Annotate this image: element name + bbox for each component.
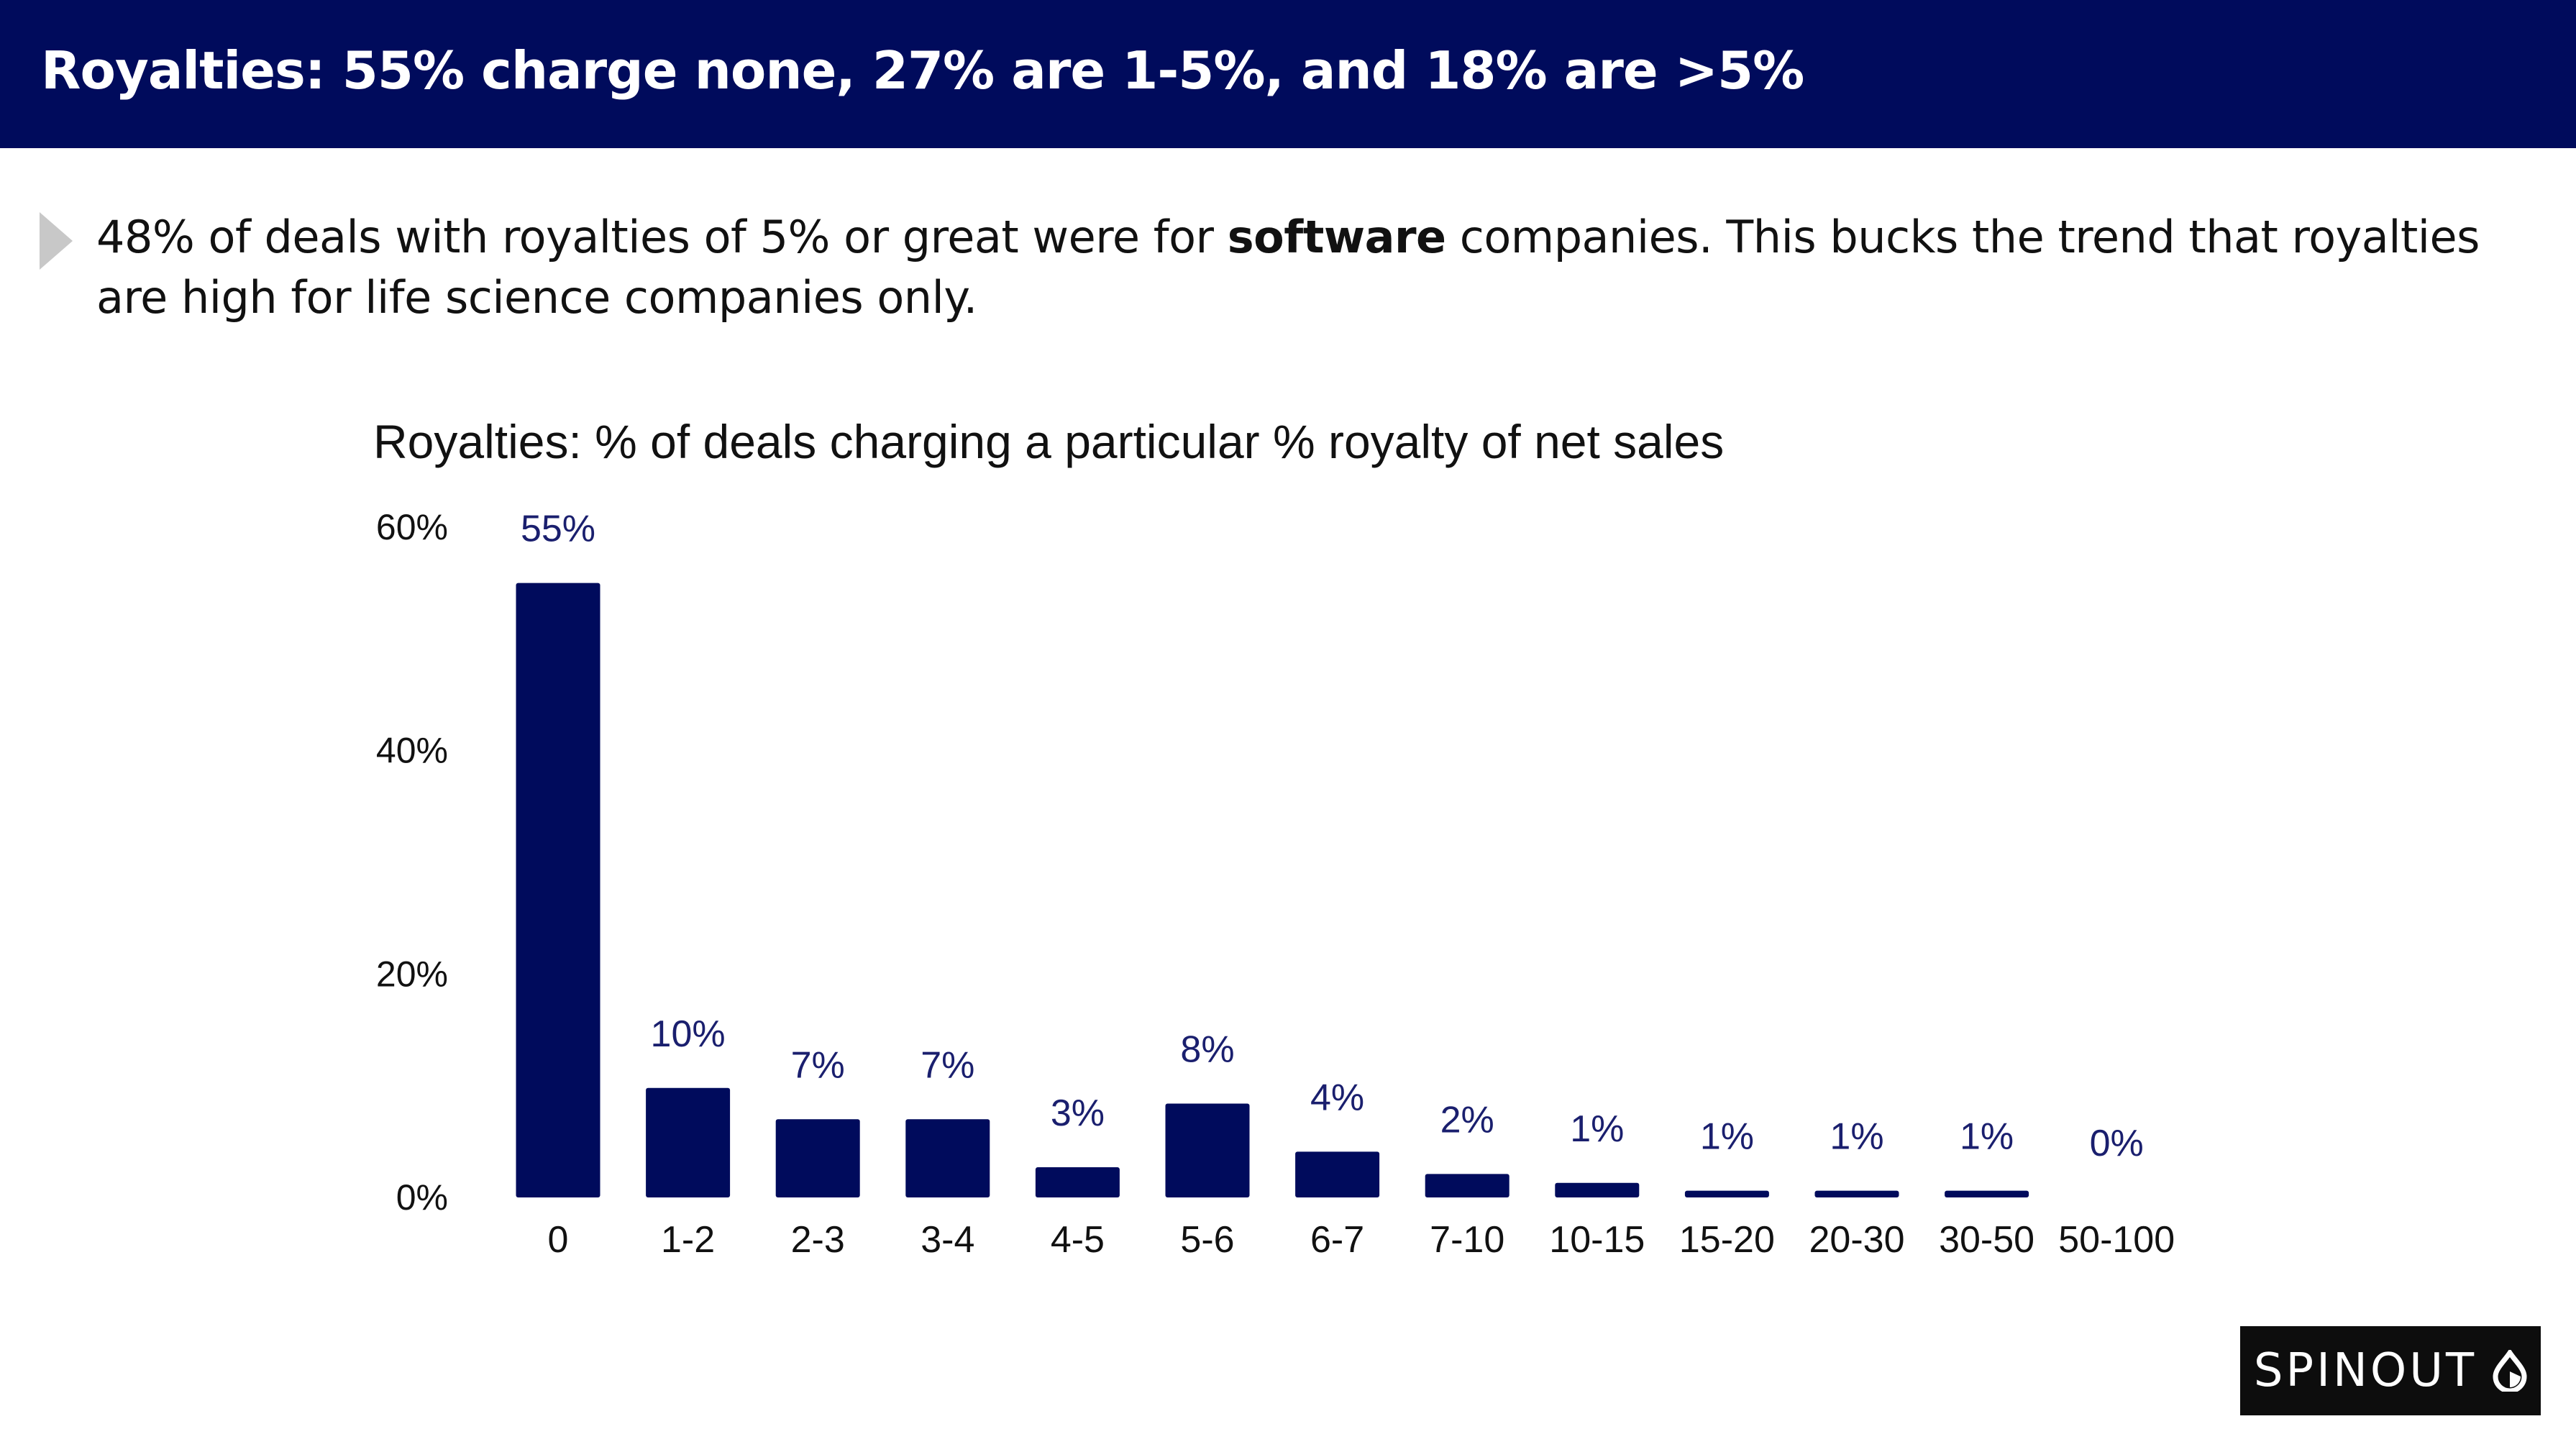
bar (1295, 1151, 1380, 1197)
bar-data-label: 1% (1700, 1116, 1754, 1158)
x-tick-label: 1-2 (661, 1219, 715, 1261)
y-tick-label: 40% (376, 731, 448, 771)
bar-data-label: 4% (1310, 1077, 1364, 1118)
bar-data-label: 1% (1570, 1108, 1624, 1150)
x-tick-label: 0 (548, 1219, 569, 1261)
lead-text-before: 48% of deals with royalties of 5% or gre… (96, 211, 1228, 263)
x-tick-label: 3-4 (921, 1219, 974, 1261)
lead-text-bold: software (1227, 211, 1446, 263)
bar-data-label: 1% (1830, 1116, 1883, 1158)
bar-data-label: 7% (791, 1044, 845, 1086)
x-tick-label: 10-15 (1549, 1219, 1645, 1261)
bar-data-label: 10% (651, 1013, 726, 1055)
bar-data-label: 1% (1960, 1116, 2014, 1158)
y-axis: 0% 20% 40% 60% (376, 507, 448, 1218)
bar (516, 583, 600, 1197)
bar (1945, 1190, 2029, 1197)
bar-data-label: 55% (521, 508, 595, 550)
chart-title: Royalties: % of deals charging a particu… (373, 415, 1724, 468)
bar (646, 1087, 731, 1197)
header-bar: Royalties: 55% charge none, 27% are 1-5%… (0, 0, 2576, 148)
y-tick-label: 60% (376, 507, 448, 547)
lead-paragraph: 48% of deals with royalties of 5% or gre… (96, 207, 2491, 328)
bar (775, 1119, 860, 1197)
bar (1814, 1190, 1899, 1197)
x-tick-label: 6-7 (1310, 1219, 1364, 1261)
x-tick-label: 30-50 (1939, 1219, 2034, 1261)
bar (1165, 1103, 1250, 1197)
y-tick-label: 20% (376, 954, 448, 994)
bar (1684, 1190, 1769, 1197)
x-axis: 0 1-2 2-3 3-4 4-5 5-6 6-7 7-10 10-15 15-20 20-30 30… (548, 1219, 2175, 1261)
bullet-arrow-icon (40, 212, 73, 270)
bar-data-label: 8% (1180, 1029, 1234, 1071)
bar (1425, 1174, 1509, 1197)
bar (1555, 1182, 1640, 1197)
y-tick-label: 0% (396, 1177, 448, 1218)
bar-data-label: 2% (1440, 1099, 1494, 1141)
logo-text: SPINOUT (2253, 1344, 2477, 1397)
x-tick-label: 50-100 (2058, 1219, 2175, 1261)
bar (1035, 1167, 1120, 1197)
bar (905, 1119, 990, 1197)
x-tick-label: 2-3 (791, 1219, 845, 1261)
x-tick-label: 7-10 (1430, 1219, 1504, 1261)
x-tick-label: 4-5 (1051, 1219, 1105, 1261)
bar-labels-group: 55% 10% 7% 7% 3% 8% 4% 2% 1% 1% 1% 1% 0% (521, 508, 2144, 1164)
bars-group (516, 583, 2029, 1197)
x-tick-label: 20-30 (1809, 1219, 1905, 1261)
x-tick-label: 15-20 (1679, 1219, 1775, 1261)
bar-data-label: 7% (921, 1044, 974, 1086)
x-tick-label: 5-6 (1180, 1219, 1234, 1261)
spinout-logo: SPINOUT (2240, 1326, 2541, 1415)
droplet-icon (2493, 1350, 2527, 1392)
page-title: Royalties: 55% charge none, 27% are 1-5%… (41, 40, 1804, 101)
bar-data-label: 3% (1051, 1092, 1105, 1134)
lead-text-after: companies. This bucks the trend that roy… (96, 211, 2480, 324)
bar-data-label: 0% (2090, 1123, 2144, 1164)
